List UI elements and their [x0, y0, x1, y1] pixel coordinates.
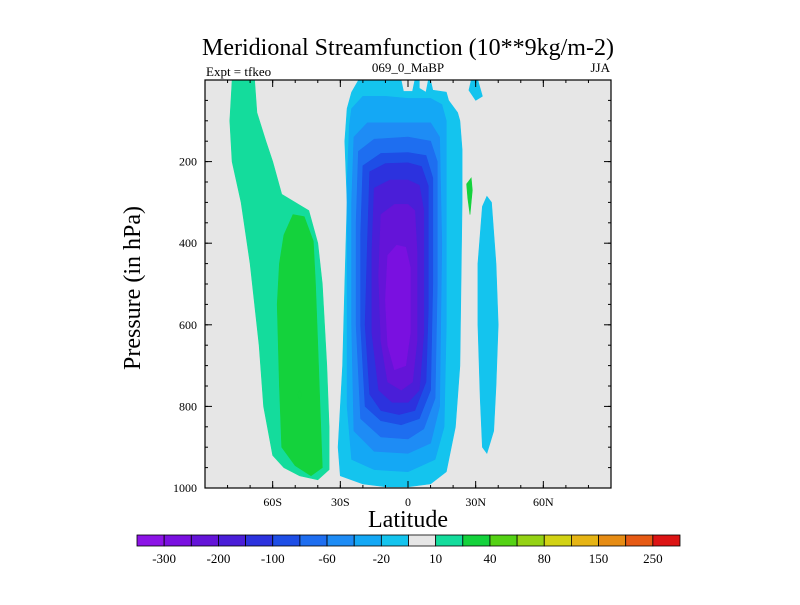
- x-tick-label: 60N: [533, 495, 554, 509]
- colorbar-box: [163, 534, 192, 547]
- colorbar-label: -100: [261, 551, 285, 566]
- colorbar-box: [136, 534, 165, 547]
- x-tick-label: 30S: [331, 495, 350, 509]
- y-tick-label: 400: [179, 236, 197, 250]
- y-axis-label: Pressure (in hPa): [120, 206, 146, 370]
- y-tick-label: 200: [179, 155, 197, 169]
- colorbar-box: [435, 534, 464, 547]
- contour-region-2: [297, 389, 303, 402]
- colorbar-box: [380, 534, 409, 547]
- colorbar-box: [218, 534, 246, 547]
- contour-region-11: [385, 244, 411, 371]
- y-axis: 200 400 600 800 1000: [173, 79, 611, 495]
- colorbar-box: [299, 534, 328, 547]
- colorbar-label: -60: [318, 551, 335, 566]
- chart-title: Meridional Streamfunction (10**9kg/m-2): [202, 35, 614, 61]
- colorbar-box: [571, 534, 599, 547]
- y-tick-label: 1000: [173, 481, 197, 495]
- colorbar-box: [516, 534, 545, 547]
- colorbar-label: 250: [643, 551, 663, 566]
- x-tick-label: 0: [405, 495, 411, 509]
- contour-region-14: [466, 177, 473, 215]
- colorbar-label: 150: [589, 551, 609, 566]
- x-tick-label: 30N: [465, 495, 486, 509]
- colorbar-box: [245, 534, 274, 547]
- colorbar-label: -200: [207, 551, 231, 566]
- colorbar-box: [625, 534, 654, 547]
- colorbar-box: [489, 534, 518, 547]
- colorbar-box: [272, 534, 301, 547]
- colorbar-label: 10: [429, 551, 442, 566]
- colorbar-box: [652, 534, 681, 547]
- y-tick-label: 600: [179, 318, 197, 332]
- colorbar: -300 -200 -100 -60 -20 10 40 80 150 250: [136, 534, 681, 566]
- contour-region-1: [276, 214, 323, 477]
- colorbar-label: 80: [538, 551, 551, 566]
- colorbar-box: [598, 534, 627, 547]
- colorbar-label: -300: [152, 551, 176, 566]
- x-axis: 60S 30S 0 30N 60N: [204, 80, 612, 509]
- y-tick-label: 800: [179, 399, 197, 413]
- x-tick-label: 60S: [263, 495, 282, 509]
- subtitle-center: 069_0_MaBP: [372, 60, 444, 75]
- colorbar-label: -20: [373, 551, 390, 566]
- contour-regions: [229, 80, 499, 488]
- subtitle-right: JJA: [590, 60, 610, 75]
- colorbar-box: [462, 534, 491, 547]
- colorbar-box: [408, 534, 437, 547]
- colorbar-box: [543, 534, 572, 547]
- contour-region-13: [477, 195, 499, 454]
- colorbar-label: 40: [483, 551, 496, 566]
- x-axis-label: Latitude: [368, 507, 448, 533]
- colorbar-box: [190, 534, 219, 547]
- colorbar-box: [353, 534, 382, 547]
- colorbar-box: [326, 534, 355, 547]
- subtitle-left: Expt = tfkeo: [206, 64, 271, 79]
